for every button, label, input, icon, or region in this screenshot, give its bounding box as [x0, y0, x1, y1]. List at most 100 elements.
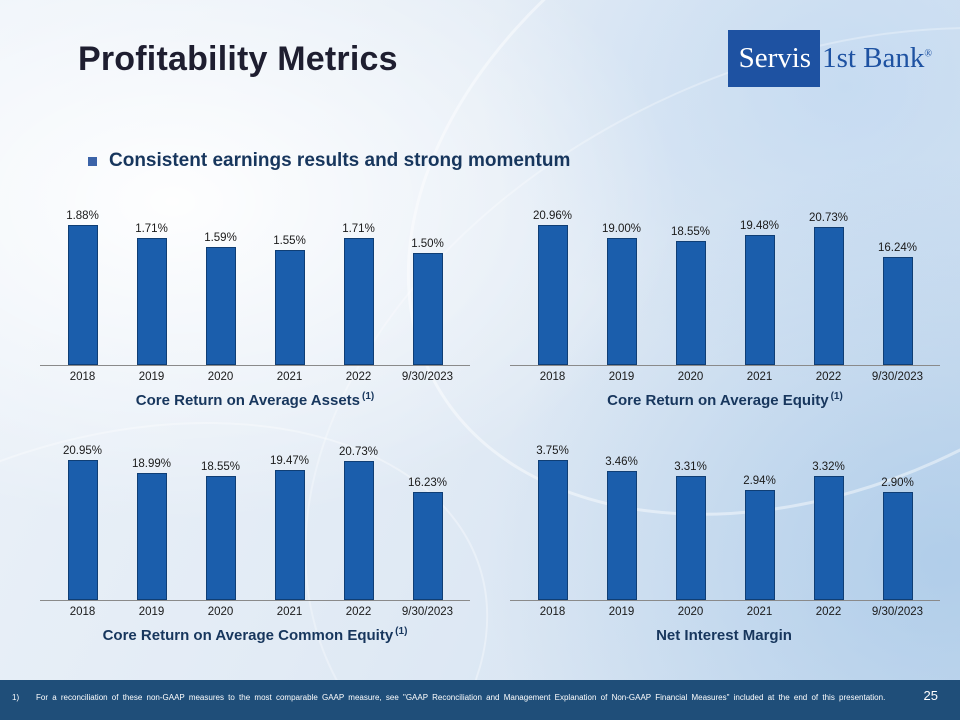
x-axis-label: 2021 — [276, 371, 303, 383]
chart-title-text: Net Interest Margin — [656, 627, 792, 644]
bar-column: 2.94% — [725, 475, 794, 600]
bar-column: 18.55% — [186, 461, 255, 600]
bar-value-label: 1.88% — [66, 210, 99, 222]
bar — [274, 470, 305, 600]
chart-net-interest-margin: 3.75% 3.46% 3.31% 2.94% 3.32% 2.90% 2018 2019 2… — [510, 431, 940, 644]
x-axis-label: 2021 — [746, 371, 773, 383]
bar-column: 1.55% — [255, 235, 324, 365]
bar-column: 1.50% — [393, 238, 462, 365]
bar-value-label: 18.99% — [131, 458, 171, 470]
chart-core-return-on-average-equity: 20.96% 19.00% 18.55% 19.48% 20.73% 16.24% 201… — [510, 196, 940, 409]
bar-plot: 1.88% 1.71% 1.59% 1.55% 1.71% 1.50% — [40, 196, 470, 366]
footnote-index: 1) — [12, 693, 20, 702]
bar-column: 16.23% — [393, 477, 462, 600]
logo-suffix: 1st Bank® — [822, 44, 932, 73]
bar-value-label: 3.32% — [812, 461, 845, 473]
bar — [136, 473, 167, 600]
bar-column: 2.90% — [863, 477, 932, 600]
bar — [813, 227, 844, 365]
bar-plot: 3.75% 3.46% 3.31% 2.94% 3.32% 2.90% — [510, 431, 940, 601]
bar-value-label: 16.24% — [877, 242, 917, 254]
bar-value-label: 2.94% — [743, 475, 776, 487]
bar-value-label: 16.23% — [407, 477, 447, 489]
bar-value-label: 1.71% — [342, 223, 375, 235]
footnote-text: For a reconciliation of these non-GAAP m… — [36, 693, 886, 702]
bar-value-label: 3.46% — [605, 456, 638, 468]
bar-column: 3.32% — [794, 461, 863, 600]
bar-value-label: 3.31% — [674, 461, 707, 473]
x-axis-label: 2019 — [608, 606, 635, 618]
x-axis-labels: 2018 2019 2020 2021 2022 9/30/2023 — [510, 371, 940, 383]
bar — [606, 471, 637, 600]
bar-column: 19.48% — [725, 220, 794, 365]
bar — [606, 238, 637, 365]
bar-column: 1.71% — [324, 223, 393, 365]
footnote: 1) For a reconciliation of these non-GAA… — [12, 693, 892, 702]
bar-value-label: 19.00% — [601, 223, 641, 235]
bar-value-label: 18.55% — [200, 461, 240, 473]
bar-value-label: 1.71% — [135, 223, 168, 235]
x-axis-labels: 2018 2019 2020 2021 2022 9/30/2023 — [40, 606, 470, 618]
chart-title: Core Return on Average Assets (1) — [40, 391, 470, 409]
chart-title: Core Return on Average Common Equity (1) — [40, 626, 470, 644]
logo-servis-box: Servis — [727, 30, 821, 87]
bar-column: 1.88% — [48, 210, 117, 365]
x-axis-label: 2022 — [345, 606, 372, 618]
chart-title-footnote-ref: (1) — [362, 391, 375, 402]
bar-value-label: 19.48% — [739, 220, 779, 232]
bar — [205, 476, 236, 600]
chart-core-return-on-average-assets: 1.88% 1.71% 1.59% 1.55% 1.71% 1.50% 2018 2019 2… — [40, 196, 470, 409]
bar-column: 3.75% — [518, 445, 587, 600]
footer-bar: 1) For a reconciliation of these non-GAA… — [0, 680, 960, 720]
bar — [675, 476, 706, 600]
bar-column: 20.73% — [794, 212, 863, 365]
logo-suffix-text: 1st Bank — [822, 42, 925, 74]
bar-column: 19.47% — [255, 455, 324, 600]
bar-column: 1.71% — [117, 223, 186, 365]
bar — [744, 235, 775, 365]
bar — [882, 492, 913, 600]
bar-column: 16.24% — [863, 242, 932, 365]
x-axis-label: 2020 — [207, 606, 234, 618]
bar — [136, 238, 167, 365]
bar — [205, 247, 236, 365]
x-axis-label: 2019 — [138, 606, 165, 618]
bar-value-label: 1.50% — [411, 238, 444, 250]
page-title: Profitability Metrics — [78, 40, 398, 78]
bar — [537, 460, 568, 600]
bar-column: 20.96% — [518, 210, 587, 365]
bar-value-label: 1.59% — [204, 232, 237, 244]
bar — [274, 250, 305, 365]
bar — [882, 257, 913, 365]
x-axis-label: 2022 — [815, 371, 842, 383]
x-axis-label: 2022 — [815, 606, 842, 618]
bar — [67, 225, 98, 365]
page-number: 25 — [923, 688, 938, 703]
bar-value-label: 20.95% — [62, 445, 102, 457]
bar — [67, 460, 98, 600]
bar-column: 3.31% — [656, 461, 725, 600]
bar — [813, 476, 844, 600]
charts-grid: 1.88% 1.71% 1.59% 1.55% 1.71% 1.50% 2018 2019 2… — [40, 196, 940, 644]
x-axis-label: 9/30/2023 — [871, 371, 924, 383]
x-axis-label: 2021 — [746, 606, 773, 618]
x-axis-label: 2019 — [608, 371, 635, 383]
bar — [412, 253, 443, 365]
chart-title-footnote-ref: (1) — [395, 626, 408, 637]
chart-core-return-on-average-common-equity: 20.95% 18.99% 18.55% 19.47% 20.73% 16.23% 201… — [40, 431, 470, 644]
chart-title: Core Return on Average Equity (1) — [510, 391, 940, 409]
bar-value-label: 18.55% — [670, 226, 710, 238]
bar-value-label: 2.90% — [881, 477, 914, 489]
chart-title-text: Core Return on Average Common Equity — [102, 627, 394, 644]
bar-column: 20.95% — [48, 445, 117, 600]
bar-value-label: 20.96% — [532, 210, 572, 222]
bullet-square-icon — [88, 157, 97, 166]
bar-column: 3.46% — [587, 456, 656, 600]
x-axis-label: 2018 — [539, 606, 566, 618]
bar-plot: 20.95% 18.99% 18.55% 19.47% 20.73% 16.23% — [40, 431, 470, 601]
chart-title-text: Core Return on Average Equity — [607, 392, 829, 409]
bar-value-label: 19.47% — [269, 455, 309, 467]
bar — [744, 490, 775, 600]
chart-title: Net Interest Margin — [510, 626, 940, 644]
